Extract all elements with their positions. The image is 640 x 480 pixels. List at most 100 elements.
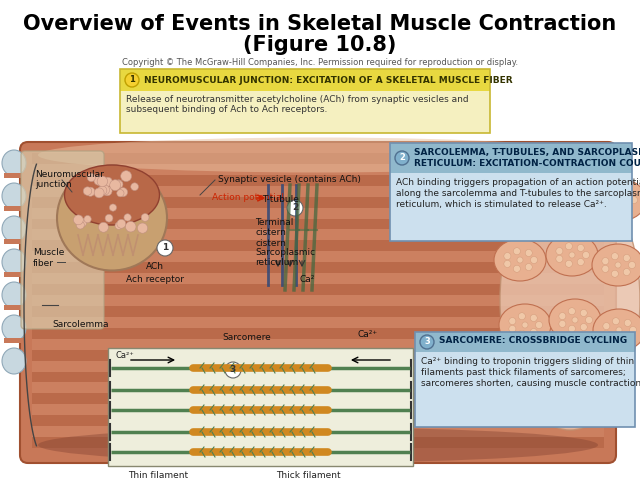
Circle shape <box>603 330 610 337</box>
Bar <box>4 338 24 343</box>
Circle shape <box>121 171 132 181</box>
Circle shape <box>531 256 538 264</box>
Circle shape <box>115 180 122 187</box>
Circle shape <box>572 373 579 380</box>
FancyBboxPatch shape <box>20 142 616 463</box>
Text: 3: 3 <box>424 337 430 347</box>
Circle shape <box>624 320 631 326</box>
Bar <box>32 349 604 360</box>
Bar <box>32 328 604 339</box>
Bar <box>32 208 604 218</box>
Circle shape <box>577 259 584 265</box>
Circle shape <box>116 181 123 188</box>
Circle shape <box>589 382 595 388</box>
Text: Ca²⁺: Ca²⁺ <box>116 351 135 360</box>
Circle shape <box>157 240 173 256</box>
Circle shape <box>124 214 131 221</box>
Bar <box>32 284 604 295</box>
Circle shape <box>518 183 525 190</box>
Bar <box>32 372 604 383</box>
Text: SARCOLEMMA, T-TUBULES, AND SARCOPLASMIC
RETICULUM: EXCITATION-CONTRACTION COUPLI: SARCOLEMMA, T-TUBULES, AND SARCOPLASMIC … <box>414 148 640 168</box>
Circle shape <box>99 222 108 232</box>
Circle shape <box>509 195 516 203</box>
Circle shape <box>504 252 511 260</box>
Circle shape <box>568 178 575 185</box>
Circle shape <box>582 252 589 259</box>
Ellipse shape <box>38 137 598 172</box>
Text: NEUROMUSCULAR JUNCTION: EXCITATION OF A SKELETAL MUSCLE FIBER: NEUROMUSCULAR JUNCTION: EXCITATION OF A … <box>144 76 513 85</box>
Circle shape <box>536 192 543 199</box>
Circle shape <box>84 216 92 223</box>
Ellipse shape <box>2 183 26 209</box>
Bar <box>32 415 604 426</box>
Circle shape <box>559 191 566 197</box>
Text: Sarcoplasmic
reticulum: Sarcoplasmic reticulum <box>255 248 315 267</box>
Circle shape <box>586 316 593 324</box>
Text: Action potential: Action potential <box>212 193 284 203</box>
Text: ACh binding triggers propagation of an action potential
along the sarcolemma and: ACh binding triggers propagation of an a… <box>396 178 640 209</box>
Circle shape <box>525 250 532 256</box>
Bar <box>32 306 604 317</box>
Ellipse shape <box>2 216 26 242</box>
Bar <box>4 239 24 244</box>
Circle shape <box>572 390 579 397</box>
Circle shape <box>565 260 572 267</box>
Circle shape <box>115 222 122 229</box>
Text: Overview of Events in Skeletal Muscle Contraction: Overview of Events in Skeletal Muscle Co… <box>24 14 616 34</box>
Text: Neuromuscular
junction: Neuromuscular junction <box>35 170 104 190</box>
Circle shape <box>74 215 83 225</box>
Bar <box>4 206 24 211</box>
Circle shape <box>125 221 136 232</box>
Text: T-tubule: T-tubule <box>262 195 299 204</box>
Circle shape <box>604 201 611 207</box>
Circle shape <box>572 317 578 323</box>
Circle shape <box>583 374 590 382</box>
Circle shape <box>513 265 520 272</box>
Circle shape <box>580 180 588 186</box>
Circle shape <box>530 184 537 192</box>
Circle shape <box>559 312 566 320</box>
Circle shape <box>628 262 636 268</box>
Bar <box>32 262 604 273</box>
Bar <box>4 272 24 277</box>
Circle shape <box>94 176 104 185</box>
Circle shape <box>116 190 124 197</box>
Circle shape <box>616 327 622 333</box>
Circle shape <box>99 185 109 195</box>
Circle shape <box>602 258 609 264</box>
Circle shape <box>94 188 104 198</box>
Circle shape <box>524 395 531 402</box>
Circle shape <box>518 330 525 337</box>
Circle shape <box>517 257 523 263</box>
Text: 1: 1 <box>129 75 135 84</box>
Circle shape <box>138 223 148 233</box>
Circle shape <box>613 205 620 212</box>
Ellipse shape <box>593 309 640 351</box>
Bar <box>32 175 604 186</box>
Ellipse shape <box>2 249 26 275</box>
Circle shape <box>613 188 620 195</box>
Circle shape <box>527 387 533 393</box>
Text: 1: 1 <box>162 243 168 252</box>
Circle shape <box>559 182 566 190</box>
FancyBboxPatch shape <box>415 332 635 352</box>
Circle shape <box>617 197 623 203</box>
Circle shape <box>118 188 127 197</box>
Text: Ca²⁺ binding to troponin triggers sliding of thin
filaments past thick filaments: Ca²⁺ binding to troponin triggers slidin… <box>421 357 640 388</box>
Text: SARCOMERE: CROSSBRIDGE CYCLING: SARCOMERE: CROSSBRIDGE CYCLING <box>439 336 627 345</box>
Circle shape <box>530 314 537 322</box>
Circle shape <box>568 325 575 332</box>
FancyBboxPatch shape <box>390 143 632 173</box>
Circle shape <box>630 196 637 204</box>
Ellipse shape <box>546 234 598 276</box>
Circle shape <box>580 310 588 316</box>
Text: Release of neurotransmitter acetylcholine (ACh) from synaptic vesicles and
subse: Release of neurotransmitter acetylcholin… <box>126 95 468 114</box>
Circle shape <box>109 204 116 211</box>
Text: Thin filament: Thin filament <box>128 471 188 480</box>
Circle shape <box>105 214 113 222</box>
Ellipse shape <box>57 166 167 271</box>
Bar <box>32 295 604 306</box>
Ellipse shape <box>552 364 604 406</box>
Circle shape <box>536 322 543 328</box>
Circle shape <box>611 270 618 277</box>
